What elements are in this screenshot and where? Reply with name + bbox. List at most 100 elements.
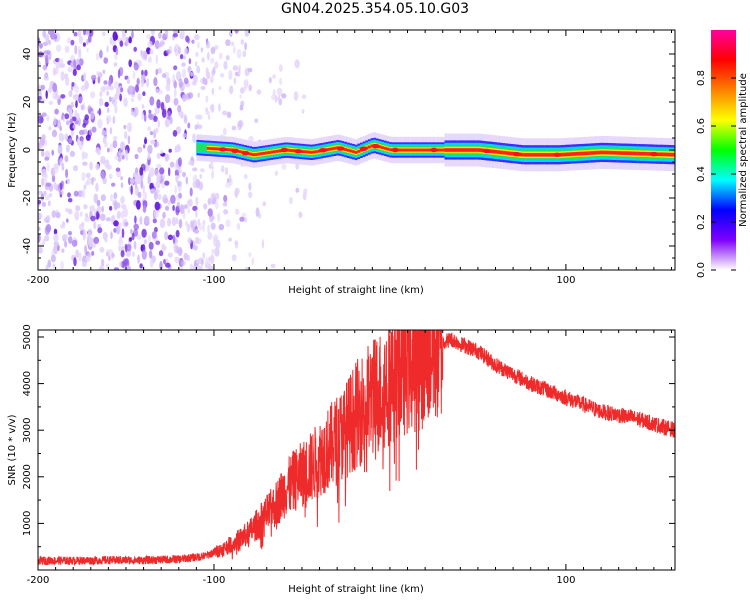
spectrogram-noise-blob	[111, 96, 115, 104]
spectrogram-noise-blob	[118, 261, 123, 267]
spectrogram-noise-blob	[185, 220, 188, 226]
spectrogram-noise-blob	[173, 98, 179, 106]
spectrogram-band-red-segment	[594, 150, 598, 155]
spectrogram-noise-blob	[133, 62, 139, 71]
spectrogram-noise-blob	[122, 207, 128, 218]
spectrogram-noise-blob	[172, 130, 178, 137]
spectrogram-band-red-segment	[378, 145, 382, 149]
spectrogram-noise-blob	[78, 96, 83, 103]
spectrogram-noise-blob	[147, 126, 151, 132]
spectrogram-noise-blob	[172, 33, 178, 38]
spectrogram-noise-blob	[294, 59, 300, 69]
spectrogram-ytick-label: -40	[22, 238, 33, 254]
spectrogram-noise-blob	[132, 70, 136, 80]
spectrogram-band-red-segment	[534, 153, 537, 157]
spectrogram-band-red-segment	[346, 148, 350, 152]
spectrogram-noise-blob	[248, 84, 252, 92]
spectrogram-band-red-segment	[639, 151, 643, 156]
spectrogram-noise-blob	[53, 166, 59, 174]
spectrogram-band-red-segment	[563, 152, 567, 157]
spectrogram-noise-blob	[186, 223, 190, 233]
colorbar-tick-label: 0.4	[696, 166, 707, 182]
spectrogram-ylabel: Frequency (Hz)	[7, 112, 18, 188]
spectrogram-noise-blob	[100, 172, 105, 179]
spectrogram-noise-blob	[185, 35, 190, 43]
spectrogram-noise-blob	[58, 58, 64, 68]
spectrogram-noise-blob	[142, 184, 145, 194]
spectrogram-noise-blob	[205, 41, 211, 49]
spectrogram-noise-blob	[150, 30, 155, 36]
spectrogram-band-red-segment	[645, 152, 648, 156]
spectrogram-noise-blob	[233, 77, 237, 85]
spectrogram-noise-blob	[161, 73, 167, 78]
spectrogram-noise-blob	[177, 169, 182, 174]
spectrogram-band-red-segment	[542, 153, 545, 157]
spectrogram-noise-blob	[64, 155, 69, 163]
spectrogram-noise-blob	[120, 87, 124, 93]
spectrogram-band-red-segment	[291, 149, 295, 153]
spectrogram-noise-blob	[272, 88, 276, 97]
spectrogram-noise-blob	[98, 108, 102, 116]
spectrogram-noise-blob	[181, 68, 186, 79]
spectrogram-noise-blob	[154, 127, 159, 134]
spectrogram-noise-blob	[113, 192, 118, 200]
spectrogram-noise-blob	[303, 188, 308, 195]
spectrogram-noise-blob	[53, 117, 57, 126]
spectrogram-band-red-segment	[212, 147, 215, 151]
spectrogram-noise-blob	[281, 163, 287, 171]
spectrogram-noise-blob	[188, 92, 194, 99]
spectrogram-signal-band	[196, 132, 675, 172]
spectrogram-noise-blob	[65, 76, 70, 86]
spectrogram-noise-blob	[44, 235, 50, 242]
spectrogram-noise-blob	[106, 114, 112, 124]
spectrogram-band-red-segment	[571, 152, 574, 156]
spectrogram-noise-blob	[182, 171, 186, 178]
spectrogram-noise-blob	[100, 213, 106, 221]
spectrogram-noise-blob	[131, 232, 135, 241]
spectrogram-band-red-segment	[510, 151, 514, 156]
snr-ytick-label: 4000	[22, 371, 33, 396]
spectrogram-band-red-segment	[257, 152, 260, 156]
spectrogram-noise-blob	[177, 246, 183, 257]
spectrogram-noise-blob	[197, 92, 200, 98]
spectrogram-noise-blob	[101, 205, 104, 213]
spectrogram-noise-blob	[134, 153, 139, 160]
spectrogram-noise-blob	[88, 34, 92, 43]
spectrogram-noise-blob	[165, 83, 171, 92]
spectrogram-noise-blob	[63, 134, 68, 140]
spectrogram-noise-blob	[96, 210, 99, 220]
spectrogram-xlabel: Height of straight line (km)	[288, 285, 424, 296]
spectrogram-noise-blob	[165, 94, 171, 104]
spectrogram-band-red-segment	[386, 147, 390, 151]
spectrogram-noise-blob	[131, 30, 134, 39]
spectrogram-noise-blob	[67, 192, 71, 198]
colorbar-tick-label: 0.2	[696, 214, 707, 230]
spectrogram-noise-blob	[121, 228, 125, 239]
spectrogram-peak-blob	[336, 146, 345, 151]
spectrogram-noise-blob	[205, 67, 209, 77]
spectrogram-noise-blob	[118, 147, 124, 158]
spectrogram-xtick-label: -100	[203, 275, 226, 286]
spectrogram-noise-blob	[62, 234, 68, 240]
spectrogram-noise-blob	[105, 263, 110, 269]
spectrogram-band-green-segment	[196, 143, 200, 152]
spectrogram-noise-blob	[85, 172, 91, 178]
spectrogram-noise-blob	[218, 86, 222, 91]
spectrogram-noise-blob	[137, 146, 143, 153]
spectrogram-band-red-segment	[597, 150, 601, 155]
spectrogram-noise-blob	[42, 64, 48, 71]
spectrogram-noise-blob	[298, 211, 303, 219]
spectrogram-noise-blob	[206, 260, 212, 270]
spectrogram-noise-blob	[85, 30, 90, 36]
spectrogram-noise-blob	[153, 77, 158, 87]
spectrogram-noise-blob	[208, 163, 212, 169]
spectrogram-noise-blob	[234, 30, 239, 34]
spectrogram-noise-blob	[53, 241, 59, 246]
spectrogram-noise-blob	[65, 168, 69, 179]
spectrogram-band-red-segment	[502, 150, 506, 155]
spectrogram-band-red-segment	[407, 148, 411, 152]
spectrogram-noise-blob	[128, 237, 133, 242]
spectrogram-noise-blob	[207, 51, 210, 61]
spectrogram-noise-blob	[68, 90, 73, 98]
spectrogram-band-red-segment	[449, 148, 453, 152]
